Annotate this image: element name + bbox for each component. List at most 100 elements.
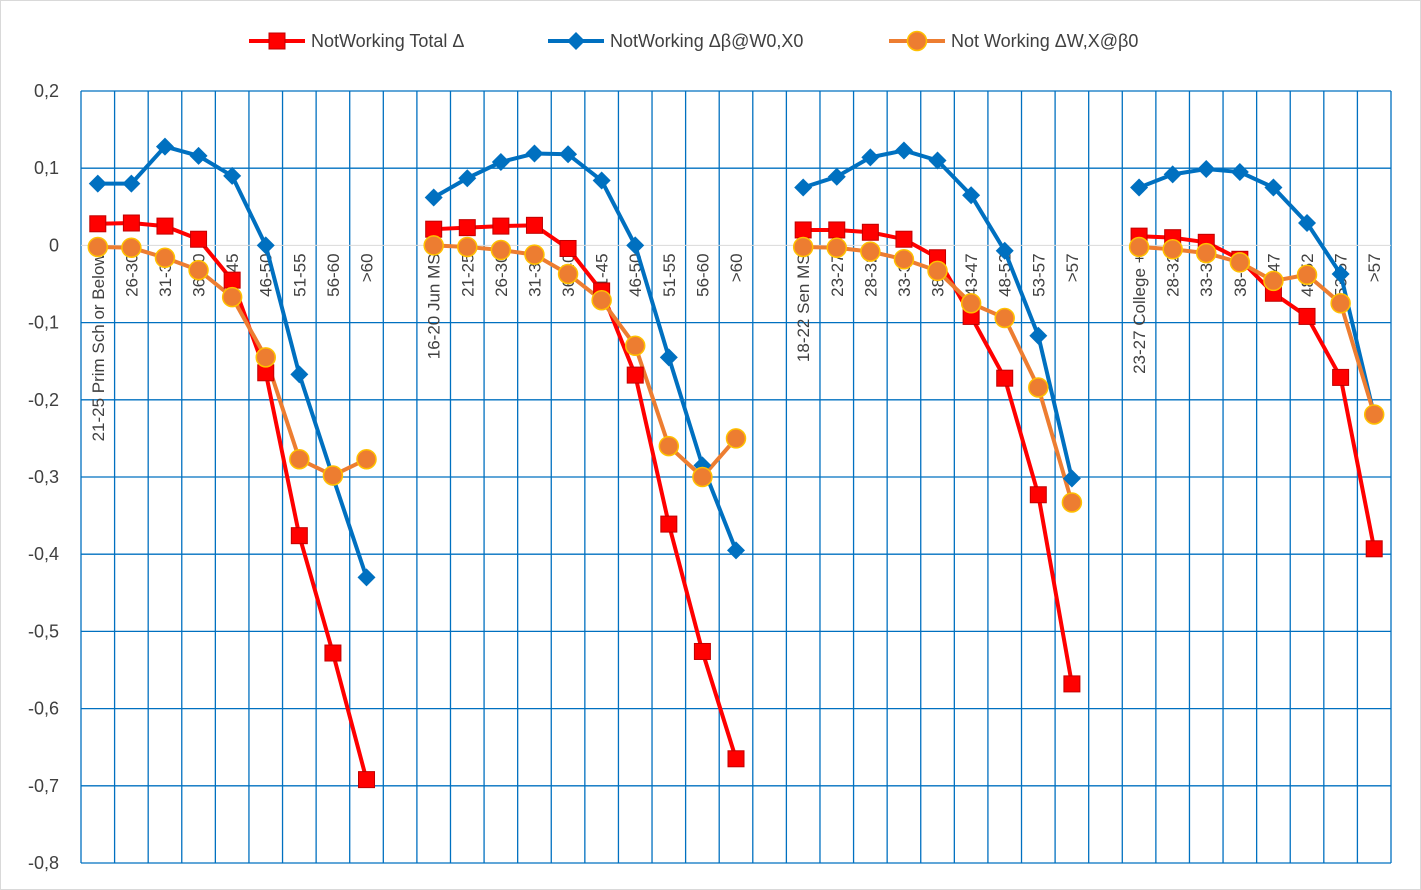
series-1-point — [491, 153, 510, 172]
series-1-point — [559, 145, 578, 164]
series-1-line — [432, 151, 738, 552]
series-0-point — [324, 644, 342, 662]
series-2-point — [1196, 242, 1217, 264]
series-0-point — [626, 366, 644, 384]
category-label: 23-27 — [828, 253, 847, 296]
series-0-point — [492, 217, 510, 235]
category-label: 28-32 — [1164, 253, 1183, 296]
series-2-point — [1061, 492, 1083, 513]
series-2-point — [289, 448, 310, 470]
series-1-point — [290, 365, 309, 384]
category-label: >57 — [1365, 253, 1384, 282]
legend-entry-label: Not Working ΔW,X@β0 — [951, 31, 1138, 51]
series-0-point — [828, 221, 846, 239]
series-2-line — [433, 243, 738, 479]
series-1-point — [458, 169, 477, 188]
series-2-point — [658, 435, 680, 457]
series-2-point — [927, 260, 948, 282]
series-0-point — [290, 527, 308, 545]
series-0-point — [1332, 368, 1350, 386]
series-0-point — [1365, 540, 1383, 558]
category-label: 26-30 — [122, 253, 141, 296]
series-1-point — [827, 167, 846, 186]
category-label: >60 — [358, 253, 377, 282]
series-0-point — [122, 214, 140, 232]
series-2-point — [624, 335, 646, 357]
y-tick-label: 0,1 — [34, 158, 59, 178]
category-label: 43-47 — [962, 253, 981, 296]
y-tick-label: -0,8 — [28, 853, 59, 873]
series-1-point — [223, 166, 242, 185]
series-1-point — [155, 137, 174, 156]
series-0-line — [433, 223, 738, 760]
series-1-point — [567, 32, 585, 50]
category-label: 48-52 — [996, 253, 1015, 296]
series-2-point — [692, 466, 713, 488]
category-label: 51-55 — [290, 253, 309, 296]
series-2-point — [490, 239, 512, 261]
series-0-point — [358, 771, 376, 789]
series-0-point — [693, 642, 711, 660]
series-0-point — [727, 750, 745, 768]
y-tick-label: -0,6 — [28, 699, 59, 719]
series-1-point — [1029, 326, 1048, 345]
series-0-point — [794, 221, 812, 239]
series-1-point — [189, 146, 208, 165]
series-0-point — [895, 230, 913, 248]
series-1-point — [88, 174, 107, 193]
y-tick-label: -0,4 — [28, 544, 59, 564]
series-0-point — [861, 223, 879, 241]
series-2-point — [1263, 270, 1284, 292]
series-1-point — [1264, 178, 1283, 197]
category-label: >57 — [1063, 253, 1082, 282]
series-1-point — [525, 144, 544, 163]
series-1-point — [995, 241, 1014, 260]
y-tick-label: -0,1 — [28, 313, 59, 333]
series-2-point — [1028, 377, 1049, 398]
series-2-point — [322, 465, 344, 486]
category-label: 18-22 Sen MS — [794, 253, 813, 362]
series-1-point — [894, 141, 913, 160]
series-2-point — [1162, 239, 1183, 260]
series-2-point — [87, 236, 109, 258]
series-1-point — [1163, 165, 1182, 184]
series-2-point — [1330, 293, 1351, 314]
category-label: 21-25 — [458, 253, 477, 296]
series-0-point — [425, 220, 443, 238]
series-2-point — [423, 235, 444, 256]
series-2-point — [1363, 404, 1385, 425]
series-2-point — [221, 286, 243, 308]
series-2-point — [1128, 236, 1150, 258]
series-1-point — [1197, 159, 1216, 178]
category-label: 21-25 Prim Sch or Below — [89, 253, 108, 442]
category-label: 53-57 — [1029, 253, 1048, 296]
category-label: >60 — [727, 253, 746, 282]
series-2-point — [557, 263, 579, 285]
series-2-point — [826, 237, 848, 258]
series-0-point — [660, 515, 678, 533]
series-0-point — [268, 32, 286, 50]
category-label: 28-32 — [861, 253, 880, 296]
category-label: 16-20 Jun MS — [425, 253, 444, 359]
series-1-line — [802, 148, 1074, 480]
series-2-point — [893, 249, 915, 270]
series-0-line — [803, 227, 1074, 685]
category-label: 23-27 College + — [1130, 253, 1149, 374]
series-2-point — [591, 289, 612, 311]
series-0-point — [1063, 675, 1081, 693]
series-1-point — [659, 348, 678, 367]
series-0-point — [525, 216, 543, 234]
category-label: 33-37 — [1197, 253, 1216, 296]
series-2-point — [154, 247, 176, 269]
series-1-line — [97, 144, 369, 578]
series-2-point — [792, 236, 814, 258]
series-1-point — [962, 186, 981, 205]
series-2-point — [725, 428, 747, 449]
series-2-point — [188, 259, 209, 281]
series-1-point — [592, 171, 611, 190]
series-0-point — [559, 239, 577, 257]
series-2-point — [1229, 252, 1251, 273]
series-1-point — [928, 151, 947, 170]
legend-entry-label: NotWorking Total Δ — [311, 31, 464, 51]
